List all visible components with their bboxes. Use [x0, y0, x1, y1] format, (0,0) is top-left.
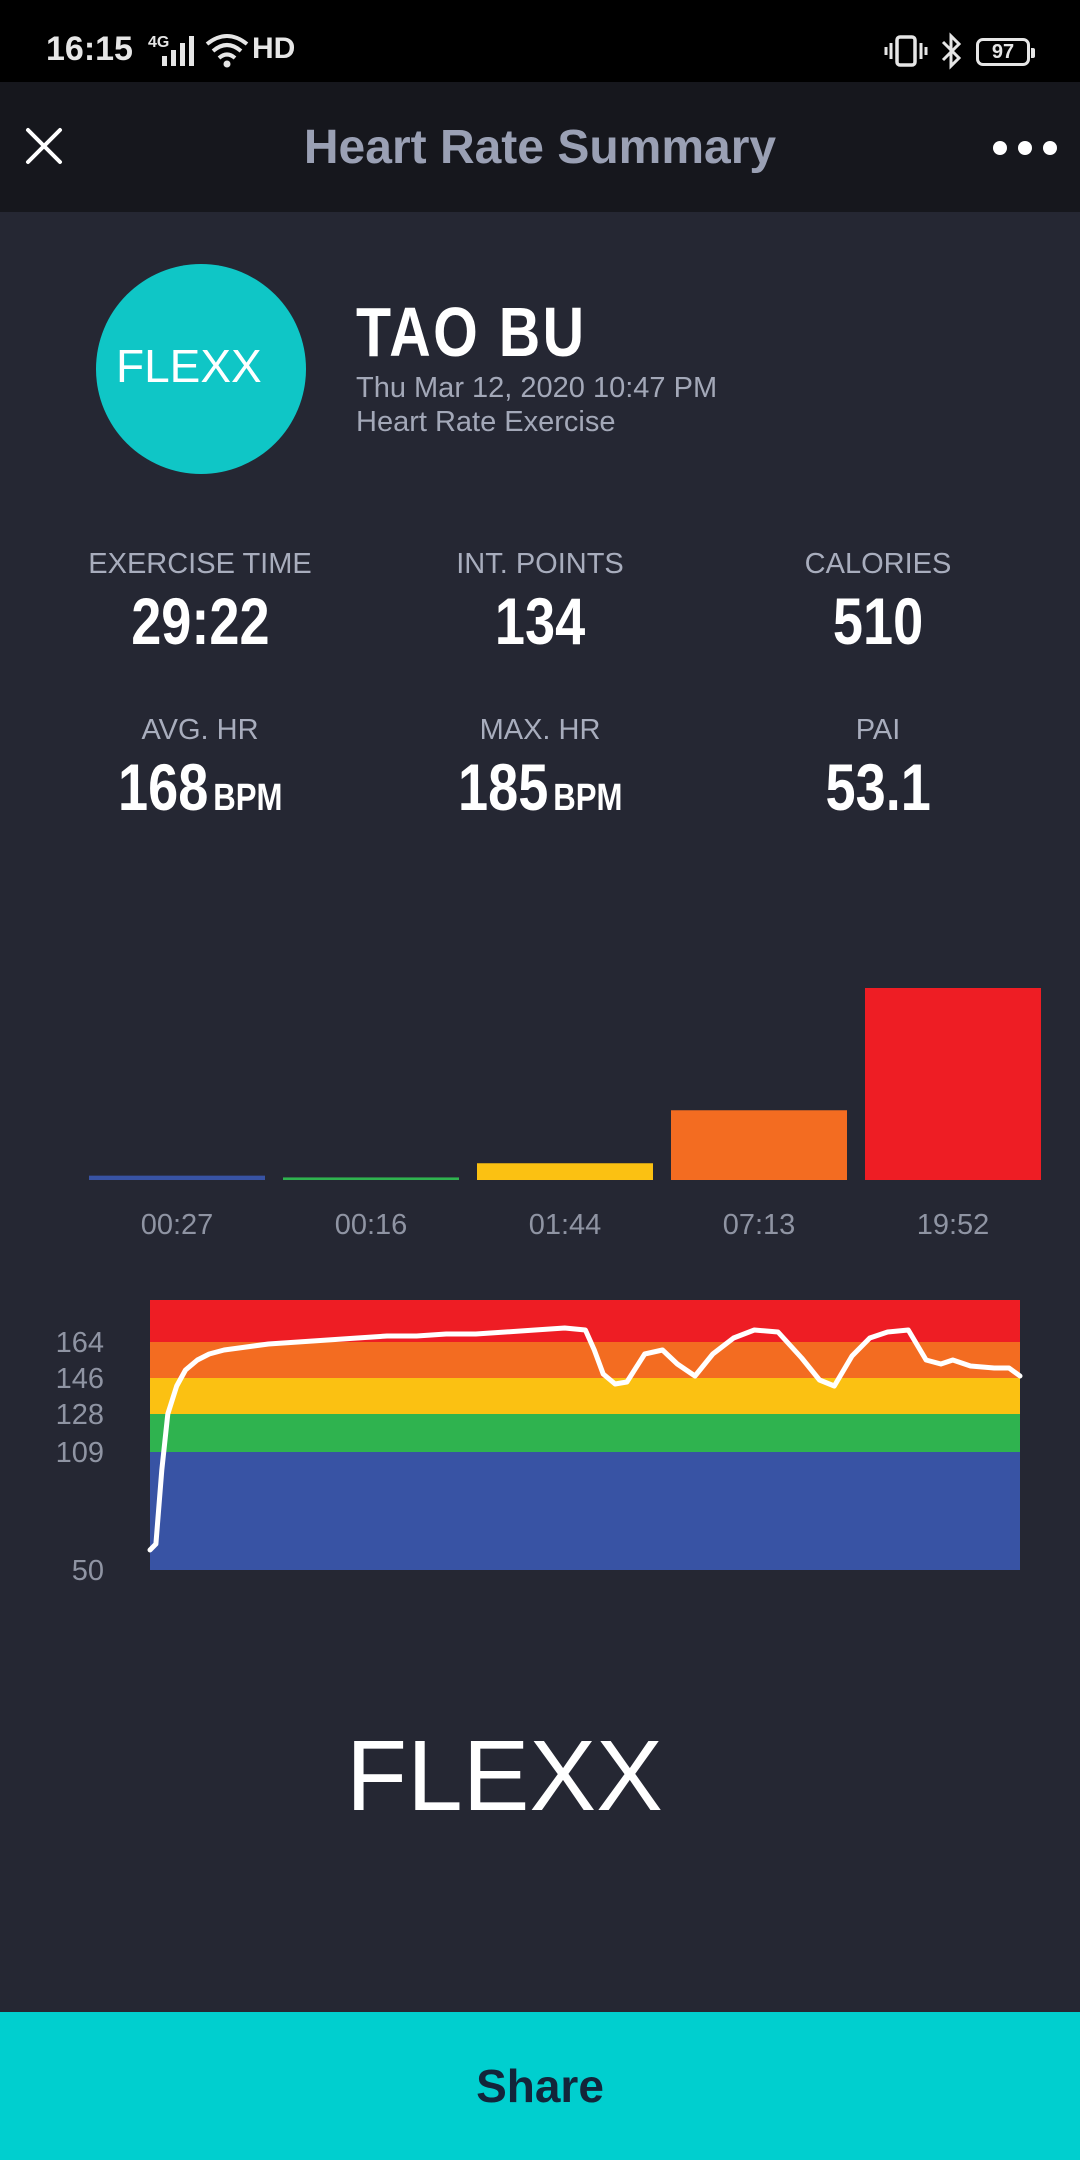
stat-int-points: INT. POINTS 134: [360, 548, 720, 659]
hr-axis-tick-label: 146: [56, 1363, 104, 1395]
stat-unit: BPM: [212, 777, 283, 819]
flexx-logo: FLEXX: [116, 340, 262, 392]
zone-bar-label: 07:13: [723, 1209, 796, 1241]
share-button[interactable]: Share: [0, 2012, 1080, 2160]
hr-axis-tick-label: 128: [56, 1399, 104, 1431]
app-bar: Heart Rate Summary: [0, 82, 1080, 212]
footer-logo-text: FLEXX: [346, 1720, 663, 1832]
zone-bar: [865, 988, 1041, 1180]
status-bar: 16:15 4G HD 97: [0, 0, 1080, 82]
hr-axis-tick-label: 109: [56, 1437, 104, 1469]
hr-zone-band: [150, 1452, 1020, 1570]
heart-rate-line: [147, 1325, 1023, 1553]
stat-exercise-time: EXERCISE TIME 29:22: [20, 548, 380, 659]
hr-axis-tick-label: 164: [56, 1327, 104, 1359]
stat-label: INT. POINTS: [456, 548, 624, 580]
stat-calories: CALORIES 510: [698, 548, 1058, 659]
profile-name: TAO BU: [356, 293, 587, 371]
stat-label: CALORIES: [804, 548, 952, 580]
battery-level: 97: [991, 41, 1015, 63]
zone-bar: [89, 1175, 265, 1180]
page-title: Heart Rate Summary: [303, 121, 777, 174]
stat-value: 29:22: [130, 584, 270, 658]
signal-icon: [162, 36, 194, 66]
stat-label: PAI: [855, 714, 901, 746]
wifi-icon: [205, 34, 249, 68]
zone-bar-label: 19:52: [917, 1209, 990, 1241]
stat-avg-hr: AVG. HR 168 BPM: [20, 714, 380, 825]
hr-zone-band: [150, 1378, 1020, 1414]
vibrate-icon: [884, 35, 928, 67]
battery-indicator: 97: [976, 38, 1035, 66]
hr-zone-band: [150, 1342, 1020, 1378]
stat-value: 134: [494, 584, 586, 658]
hd-badge: HD: [252, 32, 296, 65]
zone-bar-label: 00:27: [141, 1209, 214, 1241]
stat-value: 510: [832, 584, 924, 658]
stat-pai: PAI 53.1: [698, 714, 1058, 825]
stat-label: MAX. HR: [479, 714, 601, 746]
stat-value: 53.1: [825, 750, 931, 824]
stat-value: 185 BPM: [457, 750, 623, 824]
stat-max-hr: MAX. HR 185 BPM: [360, 714, 720, 825]
more-horizontal-icon[interactable]: [990, 138, 1060, 158]
stat-value: 168 BPM: [117, 750, 283, 824]
avatar: FLEXX: [96, 264, 306, 474]
zone-bar-label: 00:16: [335, 1209, 408, 1241]
stat-label: AVG. HR: [141, 714, 259, 746]
exercise-date: Thu Mar 12, 2020 10:47 PM: [356, 372, 718, 404]
stat-unit: BPM: [552, 777, 623, 819]
hr-zone-band: [150, 1414, 1020, 1452]
zone-bar: [283, 1177, 459, 1180]
network-type-label: 4G: [148, 34, 170, 51]
exercise-type: Heart Rate Exercise: [356, 406, 616, 438]
bluetooth-icon: [941, 32, 962, 70]
flexx-footer-logo: FLEXX: [346, 1720, 663, 1832]
zone-bar-label: 01:44: [529, 1209, 602, 1241]
hr-axis-tick-label: 50: [72, 1555, 104, 1587]
zone-bar: [477, 1163, 653, 1180]
hr-zone-band: [150, 1300, 1020, 1342]
status-time: 16:15: [46, 30, 133, 68]
heart-rate-line-chart: 50 109 128 146 164: [56, 1300, 1023, 1587]
zone-bar: [671, 1110, 847, 1180]
avatar-logo-text: FLEXX: [116, 340, 262, 392]
zone-time-bar-chart: 00:27 00:16 01:44 07:13 19:52: [89, 988, 1041, 1241]
stat-label: EXERCISE TIME: [88, 548, 312, 580]
close-icon[interactable]: [22, 124, 66, 168]
